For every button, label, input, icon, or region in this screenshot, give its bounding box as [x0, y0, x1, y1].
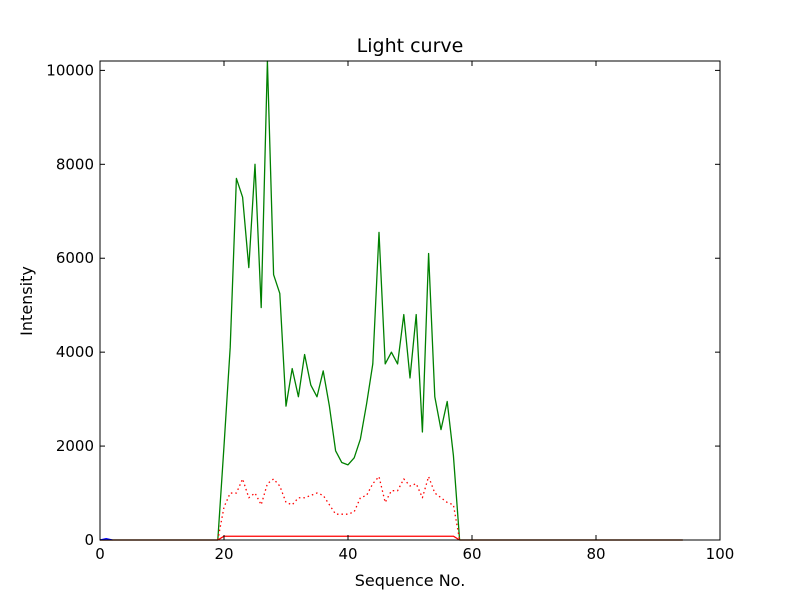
y-tick-label: 10000 [46, 61, 94, 79]
series-line-3 [100, 535, 683, 541]
x-tick-label: 0 [95, 545, 105, 563]
y-tick-label: 2000 [56, 437, 94, 455]
x-tick-label: 60 [462, 545, 481, 563]
x-axis-label: Sequence No. [355, 571, 466, 590]
series-line-2 [217, 475, 461, 541]
x-tick-label: 80 [586, 545, 605, 563]
x-tick-label: 40 [338, 545, 357, 563]
x-tick-label: 20 [214, 545, 233, 563]
y-tick-label: 4000 [56, 343, 94, 361]
x-tick-label: 100 [706, 545, 735, 563]
y-tick-label: 6000 [56, 249, 94, 267]
y-axis-label: Intensity [17, 266, 36, 336]
y-tick-label: 8000 [56, 155, 94, 173]
tick-layer: 0 20 40 60 80 100 0 2000 4000 6000 8000 10000 [46, 61, 734, 563]
y-tick-label: 0 [84, 531, 94, 549]
chart-title: Light curve [357, 35, 464, 57]
plot-area-frame [99, 60, 721, 541]
series-layer [99, 60, 683, 541]
series-line-1 [100, 60, 683, 541]
